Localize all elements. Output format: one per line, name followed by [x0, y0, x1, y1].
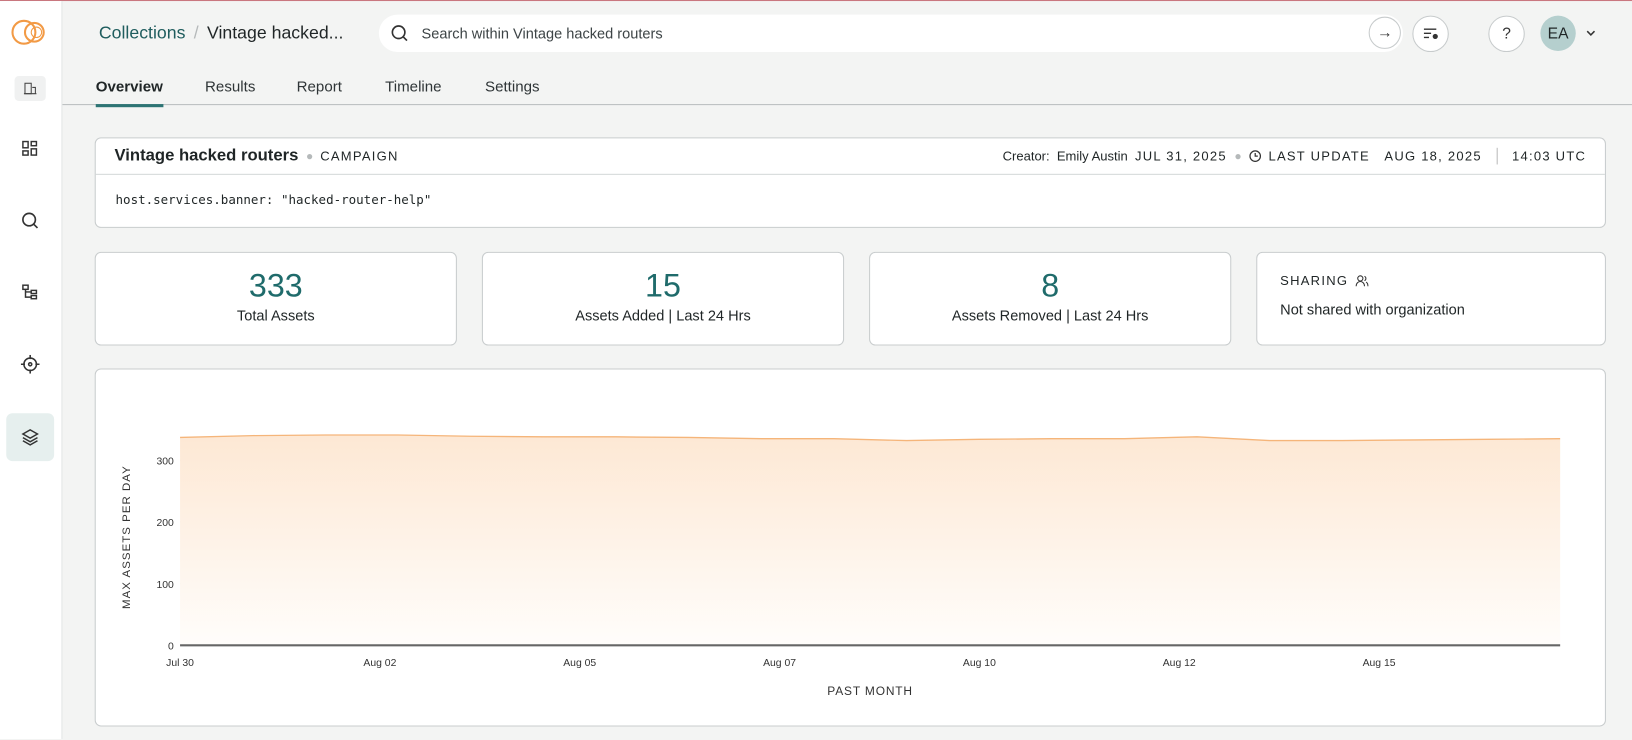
x-axis-label: PAST MONTH: [827, 684, 913, 698]
y-tick-label: 100: [156, 580, 174, 591]
x-tick-label: Jul 30: [166, 658, 194, 669]
y-tick-label: 300: [156, 456, 174, 467]
x-tick-label: Aug 07: [763, 658, 796, 669]
assets-chart-card: 0 100 200 300 Jul 30 Aug 02 Aug 05 Aug 07 Aug 10…: [95, 368, 1606, 726]
x-tick-label: Aug 12: [1163, 658, 1196, 669]
x-tick-label: Aug 10: [963, 658, 996, 669]
x-tick-label: Aug 15: [1363, 658, 1396, 669]
x-tick-label: Aug 02: [363, 658, 396, 669]
y-axis-label: MAX ASSETS PER DAY: [121, 465, 133, 609]
area-fill: [180, 435, 1560, 645]
x-tick-label: Aug 05: [563, 658, 596, 669]
y-tick-label: 0: [168, 641, 174, 652]
y-tick-label: 200: [156, 518, 174, 529]
